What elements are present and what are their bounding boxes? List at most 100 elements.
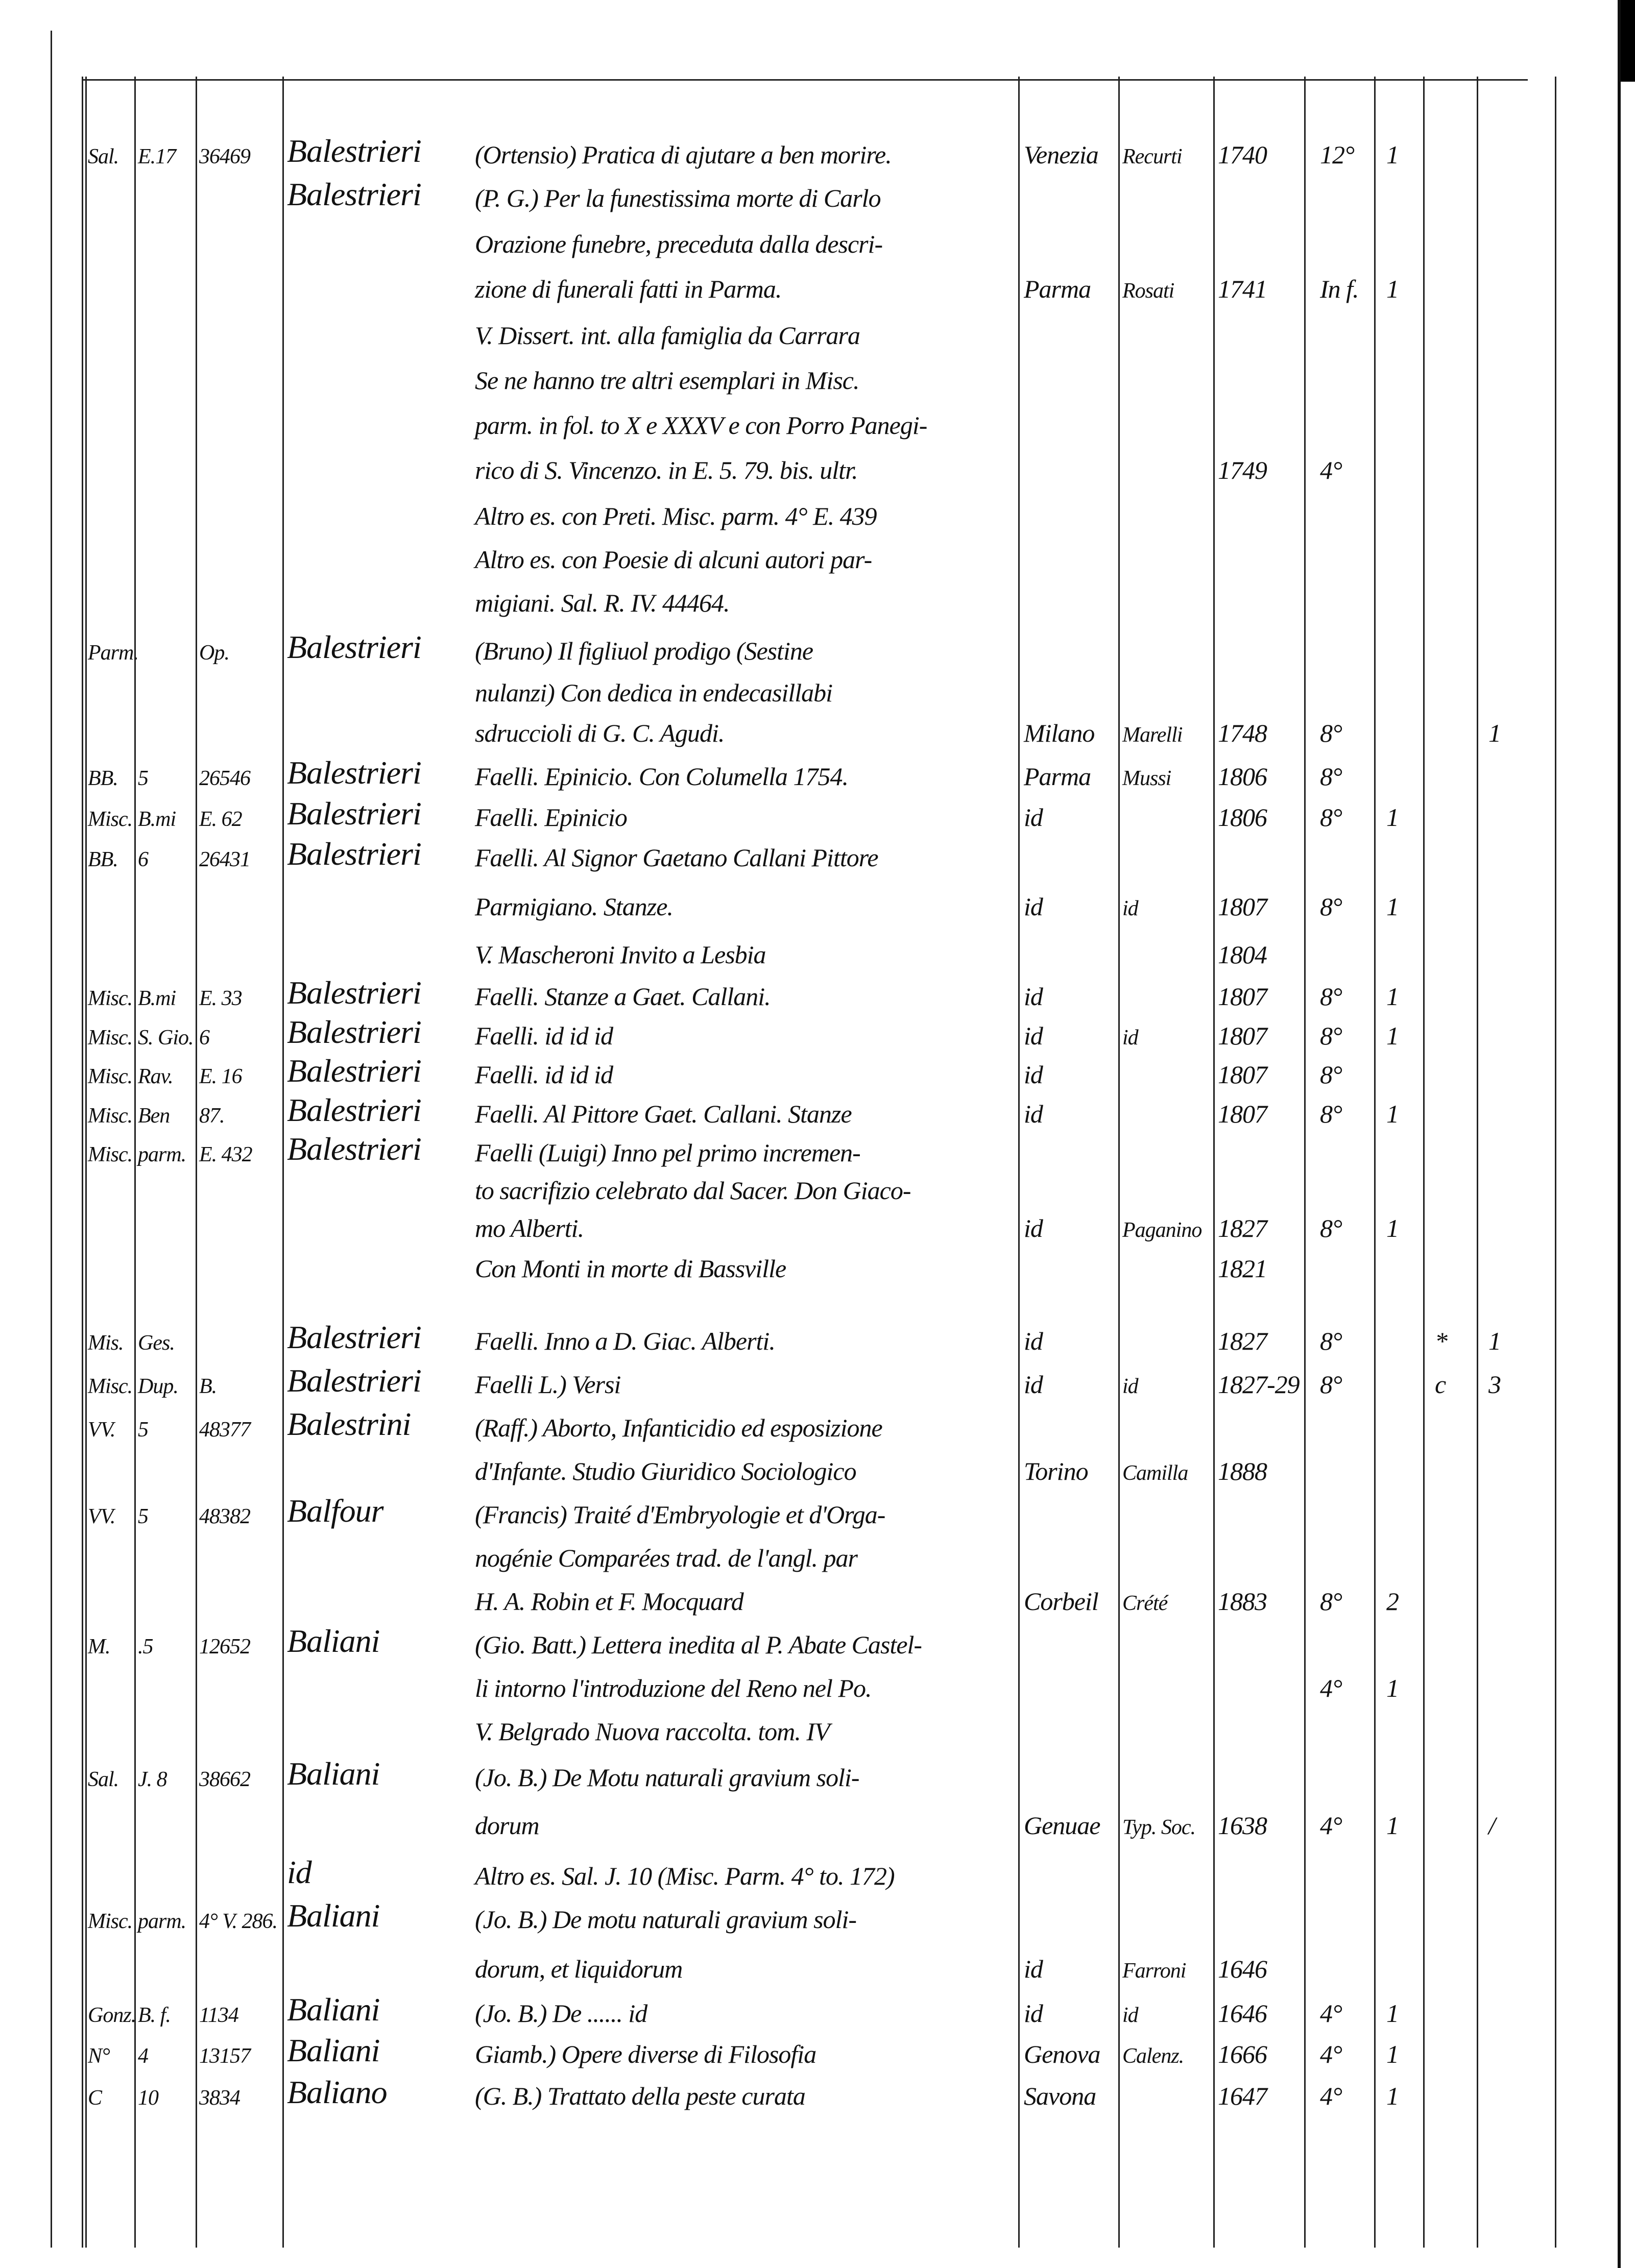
cell-author: Baliani — [287, 1991, 380, 2028]
cell-printer: id — [1122, 897, 1139, 921]
catalog-line: C 10 3834 Baliano (G. B.) Trattato della pes… — [0, 2072, 1635, 2111]
cell-author: Balestrieri — [287, 1013, 422, 1050]
cell-copies: 1 — [1386, 1099, 1399, 1128]
catalog-line: mo Alberti. id Paganino 1827 8° 1 — [0, 1204, 1635, 1243]
cell-title: Parmigiano. Stanze. — [475, 892, 674, 921]
cell-place: id — [1024, 1213, 1043, 1242]
cell-year: 1748 — [1218, 719, 1267, 748]
cell-title: mo Alberti. — [475, 1213, 584, 1242]
cell-printer: Paganino — [1122, 1218, 1202, 1242]
cell-title: dorum — [475, 1811, 540, 1840]
cell-title: Faelli. Stanze a Gaet. Callani. — [475, 982, 771, 1011]
cell-title: d'Infante. Studio Giuridico Sociologico — [475, 1456, 857, 1485]
cell-format: 4° — [1320, 455, 1342, 484]
cell-shelf: VV. — [88, 1504, 115, 1528]
cell-year: 1646 — [1218, 1999, 1267, 2028]
cell-section: 4 — [138, 2044, 149, 2068]
cell-copies: 1 — [1386, 1999, 1399, 2028]
cell-format: 8° — [1320, 1060, 1342, 1089]
catalog-line: dorum Genuae Typ. Soc. 1638 4° 1 / — [0, 1801, 1635, 1840]
catalog-line: Parmigiano. Stanze. id id 1807 8° 1 — [0, 883, 1635, 921]
cell-author: Balestrieri — [287, 754, 422, 791]
cell-year: 1883 — [1218, 1587, 1267, 1616]
cell-author: Baliano — [287, 2074, 388, 2110]
catalog-line: Altro es. con Preti. Misc. parm. 4° E. 4… — [0, 492, 1635, 531]
catalog-line: V. Belgrado Nuova raccolta. tom. IV — [0, 1708, 1635, 1746]
cell-printer: Camilla — [1122, 1461, 1188, 1485]
catalog-line: Balestrieri (P. G.) Per la funestissima m… — [0, 174, 1635, 213]
catalog-line: id Altro es. Sal. J. 10 (Misc. Parm. 4° t… — [0, 1852, 1635, 1891]
cell-number: 26546 — [199, 767, 251, 791]
cell-section: 10 — [138, 2086, 159, 2110]
cell-format: 8° — [1320, 982, 1342, 1011]
cell-place: Venezia — [1024, 140, 1099, 169]
cell-year: 1804 — [1218, 940, 1267, 969]
column-rule — [1213, 77, 1215, 2248]
catalog-line: li intorno l'introduzione del Reno nel P… — [0, 1664, 1635, 1703]
cell-shelf: C — [88, 2086, 102, 2110]
cell-title: (Bruno) Il figliuol prodigo (Sestine — [475, 636, 813, 665]
cell-copies: 2 — [1386, 1587, 1399, 1616]
cell-shelf: Sal. — [88, 144, 119, 168]
cell-title: (P. G.) Per la funestissima morte di Car… — [475, 183, 881, 212]
catalog-line: Con Monti in morte di Bassville 1821 — [0, 1245, 1635, 1283]
cell-extra: 1 — [1488, 719, 1501, 748]
cell-year: 1749 — [1218, 455, 1267, 484]
cell-place: Milano — [1024, 719, 1095, 748]
column-rule — [85, 77, 87, 2248]
cell-author: Balestrieri — [287, 176, 422, 212]
cell-format: In f. — [1320, 275, 1359, 304]
cell-title: Altro es. Sal. J. 10 (Misc. Parm. 4° to.… — [475, 1862, 895, 1891]
cell-year: 1807 — [1218, 1021, 1267, 1050]
catalog-line: sdruccioli di G. C. Agudi. Milano Marelli 1… — [0, 709, 1635, 748]
cell-author: Balestrieri — [287, 836, 422, 872]
cell-title: Con Monti in morte di Bassville — [475, 1254, 786, 1283]
cell-copies: 1 — [1386, 2039, 1399, 2068]
cell-place: id — [1024, 1954, 1043, 1983]
cell-section: parm. — [138, 1143, 186, 1167]
cell-year: 1638 — [1218, 1811, 1267, 1840]
catalog-line: Orazione funebre, preceduta dalla descri… — [0, 220, 1635, 259]
catalog-line: Misc. S. Gio. 6 Balestrieri Faelli. id id id… — [0, 1012, 1635, 1051]
cell-year: 1827 — [1218, 1213, 1267, 1242]
cell-number: E. 62 — [199, 807, 243, 831]
catalog-line: VV. 5 48382 Balfour (Francis) Traité d'Embry… — [0, 1491, 1635, 1529]
cell-shelf: Misc. — [88, 1143, 133, 1167]
cell-format: 4° — [1320, 2081, 1342, 2110]
cell-title: V. Dissert. int. alla famiglia da Carrar… — [475, 321, 860, 350]
cell-format: 4° — [1320, 1673, 1342, 1702]
cell-author: Baliani — [287, 1622, 380, 1659]
cell-section: 5 — [138, 1418, 149, 1442]
cell-mark: * — [1435, 1326, 1448, 1355]
cell-title: V. Belgrado Nuova raccolta. tom. IV — [475, 1717, 830, 1746]
catalog-line: zione di funerali fatti in Parma. Parma Ro… — [0, 265, 1635, 304]
cell-author: Balestrieri — [287, 1091, 422, 1128]
cell-title: Faelli. Inno a D. Giac. Alberti. — [475, 1326, 776, 1355]
cell-copies: 1 — [1386, 802, 1399, 832]
cell-shelf: N° — [88, 2044, 110, 2068]
cell-year: 1666 — [1218, 2039, 1267, 2068]
cell-title: Faelli. id id id — [475, 1060, 613, 1089]
cell-shelf: Misc. — [88, 807, 133, 831]
cell-section: .5 — [138, 1635, 153, 1659]
cell-number: 6 — [199, 1026, 210, 1050]
cell-printer: Calenz. — [1122, 2044, 1184, 2068]
cell-printer: id — [1122, 1026, 1139, 1050]
cell-place: Corbeil — [1024, 1587, 1099, 1616]
catalog-line: Altro es. con Poesie di alcuni autori pa… — [0, 535, 1635, 574]
catalog-line: dorum, et liquidorum id Farroni 1646 — [0, 1945, 1635, 1984]
catalog-line: Mis. Ges. Balestrieri Faelli. Inno a D. Gia… — [0, 1317, 1635, 1356]
cell-title: Faelli. id id id — [475, 1021, 613, 1050]
cell-place: id — [1024, 982, 1043, 1011]
scan-edge-line — [1618, 0, 1621, 2268]
cell-shelf: Sal. — [88, 1768, 119, 1792]
catalog-line: nulanzi) Con dedica in endecasillabi — [0, 669, 1635, 708]
cell-title: (Gio. Batt.) Lettera inedita al P. Abate… — [475, 1630, 922, 1659]
cell-year: 1646 — [1218, 1954, 1267, 1983]
catalog-line: Misc. Rav. E. 16 Balestrieri Faelli. id id i… — [0, 1051, 1635, 1089]
cell-author: Balestrieri — [287, 132, 422, 169]
column-rule — [1018, 77, 1020, 2248]
cell-author: Baliani — [287, 2032, 380, 2068]
cell-shelf: Misc. — [88, 1104, 133, 1128]
cell-format: 4° — [1320, 1999, 1342, 2028]
